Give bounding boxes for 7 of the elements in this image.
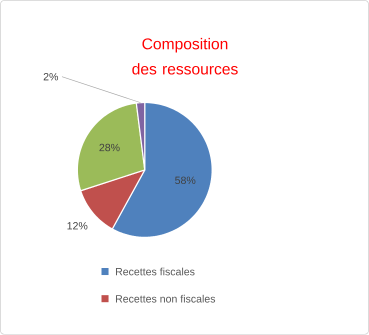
data-label: 12% xyxy=(67,222,88,230)
chart-title: Composition des ressources xyxy=(132,38,238,75)
legend-label: Recettes non fiscales xyxy=(116,294,216,303)
data-label: 2% xyxy=(44,73,58,80)
data-label: 58% xyxy=(175,176,196,184)
data-label: 28% xyxy=(99,144,120,152)
legend-label: Recettes fiscales xyxy=(116,268,195,276)
